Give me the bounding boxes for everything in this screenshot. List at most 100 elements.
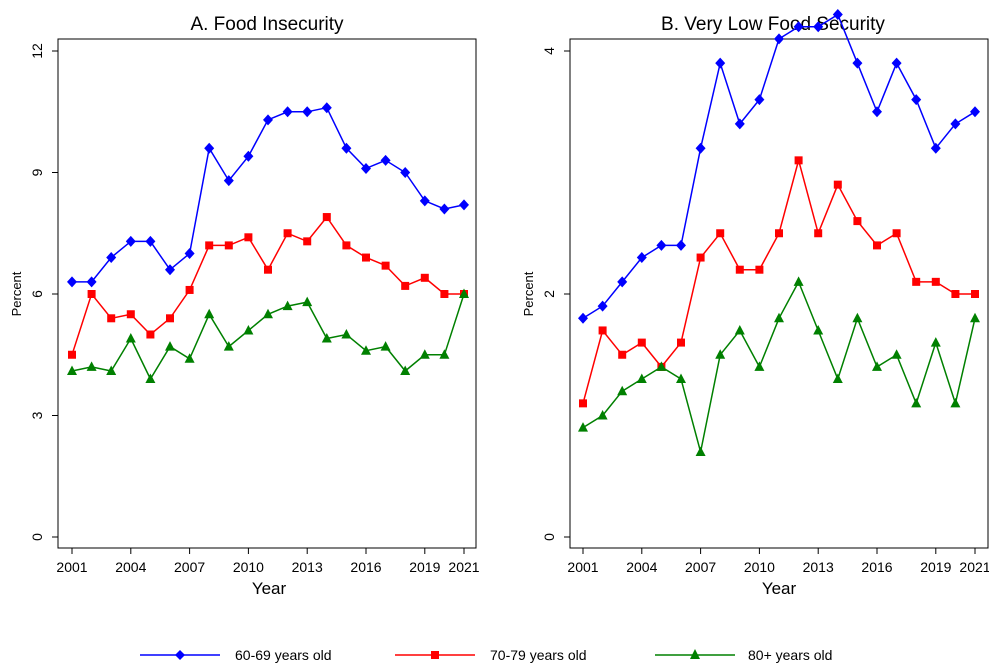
data-point-diamond bbox=[656, 239, 667, 251]
panel-title: B. Very Low Food Security bbox=[661, 14, 885, 35]
plot-area-frame bbox=[569, 38, 989, 549]
data-point-triangle bbox=[774, 312, 784, 323]
data-point-triangle bbox=[754, 361, 765, 371]
data-point-triangle bbox=[321, 333, 332, 343]
series-layer bbox=[67, 102, 469, 384]
data-point-triangle bbox=[145, 373, 156, 384]
data-point-triangle bbox=[459, 288, 469, 298]
data-point-diamond bbox=[676, 239, 686, 251]
y-tick-label: 4 bbox=[541, 47, 557, 55]
y-axis-label: Percent bbox=[9, 271, 24, 316]
data-point-square bbox=[618, 350, 627, 359]
data-point-square bbox=[224, 241, 233, 250]
x-axis-label: Year bbox=[252, 579, 287, 598]
data-point-triangle bbox=[184, 353, 195, 363]
panel-food-insecurity: A. Food Insecurity Year Percent 2001 2004… bbox=[9, 14, 480, 598]
data-point-diamond bbox=[243, 150, 254, 162]
data-point-square bbox=[873, 241, 881, 250]
data-point-triangle bbox=[578, 422, 588, 432]
legend-label: 60-69 years old bbox=[235, 647, 332, 663]
legend-triangle-marker bbox=[690, 649, 700, 659]
data-point-diamond bbox=[636, 252, 647, 264]
y-axis-label: Percent bbox=[521, 271, 536, 316]
legend-entry-80-plus: 80+ years old bbox=[655, 647, 832, 663]
x-tick-label: 2004 bbox=[626, 559, 657, 575]
data-point-square bbox=[166, 314, 174, 323]
data-point-diamond bbox=[578, 312, 588, 324]
data-point-diamond bbox=[361, 162, 371, 174]
data-point-triangle bbox=[204, 308, 215, 319]
data-point-square bbox=[401, 281, 410, 290]
data-point-square bbox=[107, 314, 116, 323]
x-tick-label: 2021 bbox=[959, 559, 989, 575]
data-point-square bbox=[892, 229, 901, 238]
x-tick-label: 2010 bbox=[233, 559, 264, 575]
data-point-triangle bbox=[695, 446, 706, 456]
data-point-diamond bbox=[419, 195, 430, 207]
data-point-triangle bbox=[380, 341, 391, 351]
data-point-square bbox=[146, 330, 155, 339]
data-point-triangle bbox=[832, 373, 843, 384]
legend-label: 80+ years old bbox=[748, 647, 832, 663]
data-point-diamond bbox=[774, 33, 784, 45]
data-point-triangle bbox=[734, 324, 745, 335]
data-point-diamond bbox=[872, 106, 882, 118]
legend-entry-70-79: 70-79 years old bbox=[395, 647, 587, 663]
data-point-diamond bbox=[184, 248, 195, 259]
data-point-square bbox=[283, 229, 292, 238]
data-point-triangle bbox=[676, 373, 686, 384]
data-point-triangle bbox=[67, 365, 77, 375]
x-tick-label: 2021 bbox=[448, 559, 479, 575]
x-tick-label: 2016 bbox=[350, 559, 381, 575]
data-point-diamond bbox=[813, 21, 824, 33]
data-point-square bbox=[912, 277, 921, 286]
data-point-triangle bbox=[715, 349, 726, 359]
data-point-square bbox=[579, 399, 587, 408]
data-point-triangle bbox=[400, 365, 411, 375]
data-point-square bbox=[637, 338, 646, 347]
data-point-triangle bbox=[617, 385, 628, 396]
data-point-diamond bbox=[459, 199, 469, 211]
legend-label: 70-79 years old bbox=[490, 647, 587, 663]
data-point-triangle bbox=[263, 308, 273, 319]
legend-square-marker bbox=[431, 651, 439, 659]
data-point-diamond bbox=[734, 118, 745, 130]
data-point-triangle bbox=[911, 397, 922, 408]
data-point-square bbox=[794, 156, 803, 165]
data-point-diamond bbox=[302, 106, 313, 118]
data-point-square bbox=[244, 233, 253, 242]
x-tick-label: 2001 bbox=[56, 559, 87, 575]
data-point-diamond bbox=[86, 276, 97, 288]
data-point-triangle bbox=[302, 296, 313, 307]
data-point-diamond bbox=[852, 57, 863, 69]
data-point-diamond bbox=[165, 264, 175, 276]
data-point-square bbox=[185, 285, 194, 294]
x-tick-label: 2010 bbox=[744, 559, 775, 575]
data-point-diamond bbox=[832, 9, 843, 21]
data-point-square bbox=[362, 253, 370, 262]
data-point-triangle bbox=[872, 361, 882, 371]
x-tick-label: 2013 bbox=[803, 559, 834, 575]
data-point-diamond bbox=[754, 94, 765, 106]
data-point-square bbox=[205, 241, 214, 250]
data-point-diamond bbox=[400, 167, 411, 178]
data-point-diamond bbox=[911, 94, 922, 106]
data-point-diamond bbox=[793, 21, 804, 33]
y-tick-label: 0 bbox=[541, 533, 557, 541]
panel-very-low-food-security: B. Very Low Food Security Year Percent 2… bbox=[521, 9, 989, 598]
data-point-square bbox=[775, 229, 783, 238]
data-point-diamond bbox=[380, 154, 391, 166]
axis-ticks: 2001 2004 2007 2010 2013 2016 2019 2021 0 3 6 9 12 bbox=[29, 43, 480, 575]
data-point-diamond bbox=[617, 276, 628, 288]
data-point-square bbox=[440, 290, 449, 298]
data-point-triangle bbox=[106, 365, 117, 375]
data-point-triangle bbox=[282, 300, 293, 311]
data-point-triangle bbox=[636, 373, 647, 384]
data-point-diamond bbox=[321, 102, 332, 114]
data-point-square bbox=[833, 180, 842, 189]
data-point-square bbox=[598, 326, 607, 335]
data-point-triangle bbox=[950, 397, 961, 408]
data-point-diamond bbox=[282, 106, 293, 118]
data-point-triangle bbox=[852, 312, 863, 323]
data-point-square bbox=[264, 265, 272, 274]
